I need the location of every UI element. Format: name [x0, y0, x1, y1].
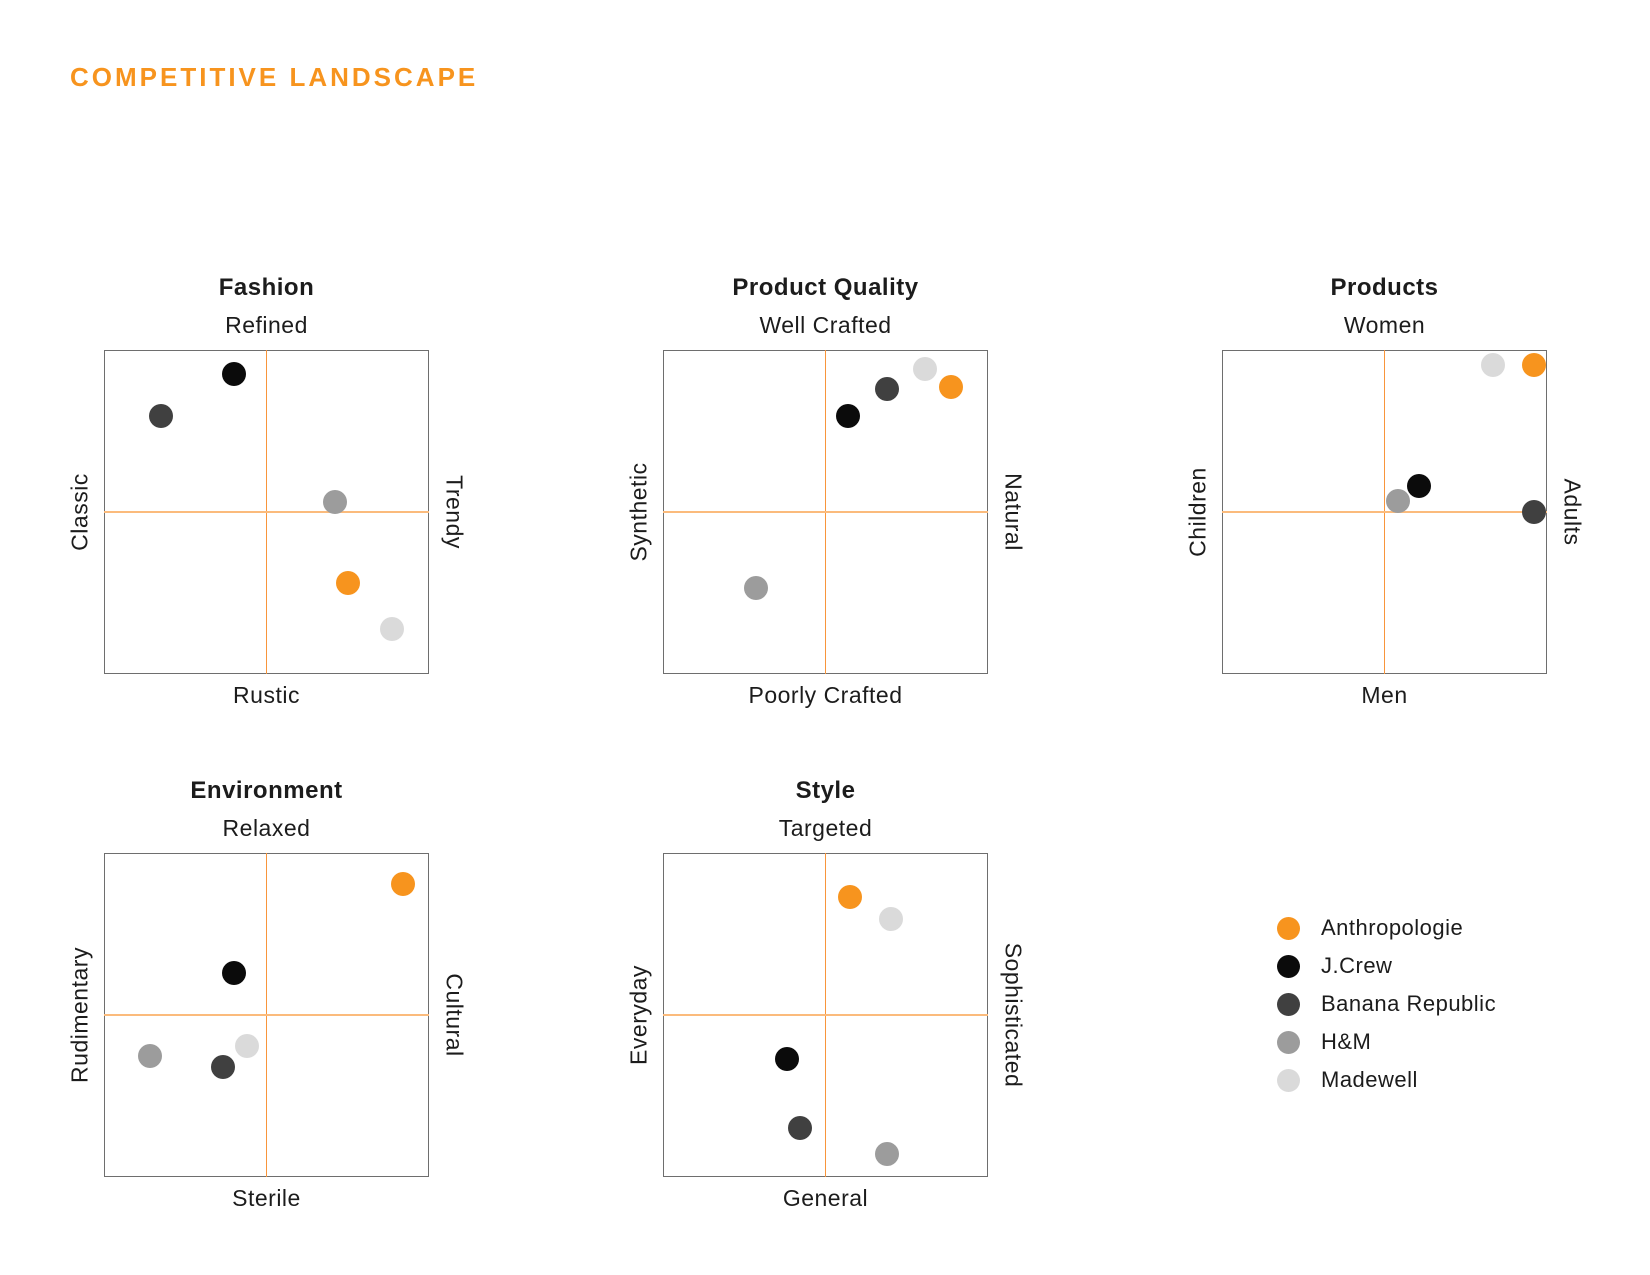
- axis-label-left: Synthetic: [625, 462, 652, 562]
- dot-h-m: [875, 1142, 900, 1167]
- axis-label-right: Trendy: [441, 475, 468, 549]
- dot-j-crew: [774, 1046, 799, 1071]
- axis-label-right: Sophisticated: [1000, 942, 1027, 1088]
- axis-label-left: Classic: [66, 473, 93, 551]
- dot-madewell: [235, 1033, 259, 1058]
- legend-label: Banana Republic: [1321, 991, 1497, 1016]
- dot-banana-republic: [875, 376, 900, 401]
- anthropologie-swatch: [1277, 916, 1300, 940]
- chart-title: Products: [1330, 274, 1439, 301]
- dot-h-m: [322, 490, 347, 515]
- legend-item-j-crew: J.Crew: [1277, 947, 1496, 985]
- chart-title: Style: [795, 777, 856, 804]
- axis-label-right: Natural: [1000, 473, 1027, 551]
- dot-layer: [1222, 350, 1547, 674]
- chart-product-quality: Product Quality Well Crafted Poorly Craf…: [626, 274, 1027, 708]
- horizontal-axis-line: [663, 1014, 988, 1016]
- axis-label-top: Targeted: [778, 815, 873, 841]
- dot-banana-republic: [787, 1116, 812, 1141]
- dot-j-crew: [222, 960, 246, 985]
- axis-label-right: Cultural: [441, 973, 468, 1057]
- dot-layer: [663, 853, 988, 1177]
- h-m-swatch: [1277, 1030, 1300, 1054]
- horizontal-axis-line: [663, 511, 988, 513]
- madewell-swatch: [1277, 1068, 1300, 1092]
- chart-title: Fashion: [218, 274, 315, 301]
- dot-banana-republic: [1522, 500, 1546, 524]
- dot-j-crew: [1406, 474, 1431, 499]
- dot-anthropologie: [837, 884, 862, 909]
- dot-j-crew: [222, 362, 246, 387]
- chart-environment: Environment Relaxed Sterile Rudimentary …: [67, 777, 468, 1211]
- chart-style: Style Targeted General Everyday Sophisti…: [626, 777, 1027, 1211]
- dot-h-m: [1385, 488, 1410, 513]
- axis-label-left: Rudimentary: [66, 947, 93, 1083]
- dot-anthropologie: [391, 871, 415, 896]
- chart-fashion: Fashion Refined Rustic Classic Trendy: [67, 274, 468, 708]
- chart-products: Products Women Men Children Adults: [1185, 274, 1586, 708]
- dot-layer: [104, 853, 429, 1177]
- legend-label: J.Crew: [1321, 953, 1393, 978]
- dot-banana-republic: [210, 1054, 235, 1079]
- legend-label: Anthropologie: [1321, 915, 1464, 940]
- j-crew-swatch: [1277, 954, 1300, 978]
- legend-item-banana-republic: Banana Republic: [1277, 985, 1496, 1023]
- dot-madewell: [878, 907, 903, 932]
- axis-label-bottom: Men: [1361, 682, 1408, 708]
- dot-j-crew: [836, 404, 861, 429]
- legend: Anthropologie J.Crew Banana Republic H&M Mad…: [1277, 909, 1496, 1099]
- dot-madewell: [912, 357, 937, 382]
- banana-republic-swatch: [1277, 992, 1300, 1016]
- legend-label: Madewell: [1321, 1067, 1418, 1092]
- axis-label-bottom: Rustic: [233, 682, 300, 708]
- dot-anthropologie: [335, 571, 360, 596]
- dot-h-m: [743, 576, 768, 601]
- dot-banana-republic: [148, 404, 173, 429]
- axis-label-top: Well Crafted: [759, 312, 892, 338]
- axis-label-left: Children: [1184, 467, 1211, 557]
- dot-madewell: [1481, 352, 1506, 377]
- dot-h-m: [137, 1043, 162, 1068]
- dot-layer: [104, 350, 429, 674]
- chart-title: Product Quality: [732, 274, 919, 301]
- dot-madewell: [379, 616, 404, 641]
- axis-label-right: Adults: [1559, 478, 1586, 546]
- legend-item-madewell: Madewell: [1277, 1061, 1496, 1099]
- axis-label-top: Women: [1343, 312, 1426, 338]
- axis-label-bottom: General: [782, 1185, 869, 1211]
- horizontal-axis-line: [104, 511, 429, 513]
- axis-label-top: Refined: [225, 312, 308, 338]
- axis-label-left: Everyday: [625, 965, 652, 1065]
- horizontal-axis-line: [104, 1014, 429, 1016]
- legend-item-h-m: H&M: [1277, 1023, 1496, 1061]
- page-title: COMPETITIVE LANDSCAPE: [70, 62, 479, 92]
- legend-item-anthropologie: Anthropologie: [1277, 909, 1496, 947]
- dot-layer: [663, 350, 988, 674]
- axis-label-top: Relaxed: [222, 815, 311, 841]
- horizontal-axis-line: [1222, 511, 1547, 513]
- axis-label-bottom: Sterile: [232, 1185, 301, 1211]
- dot-anthropologie: [938, 375, 963, 400]
- axis-label-bottom: Poorly Crafted: [748, 682, 903, 708]
- legend-label: H&M: [1321, 1029, 1372, 1054]
- dot-anthropologie: [1522, 352, 1546, 377]
- chart-title: Environment: [190, 777, 343, 804]
